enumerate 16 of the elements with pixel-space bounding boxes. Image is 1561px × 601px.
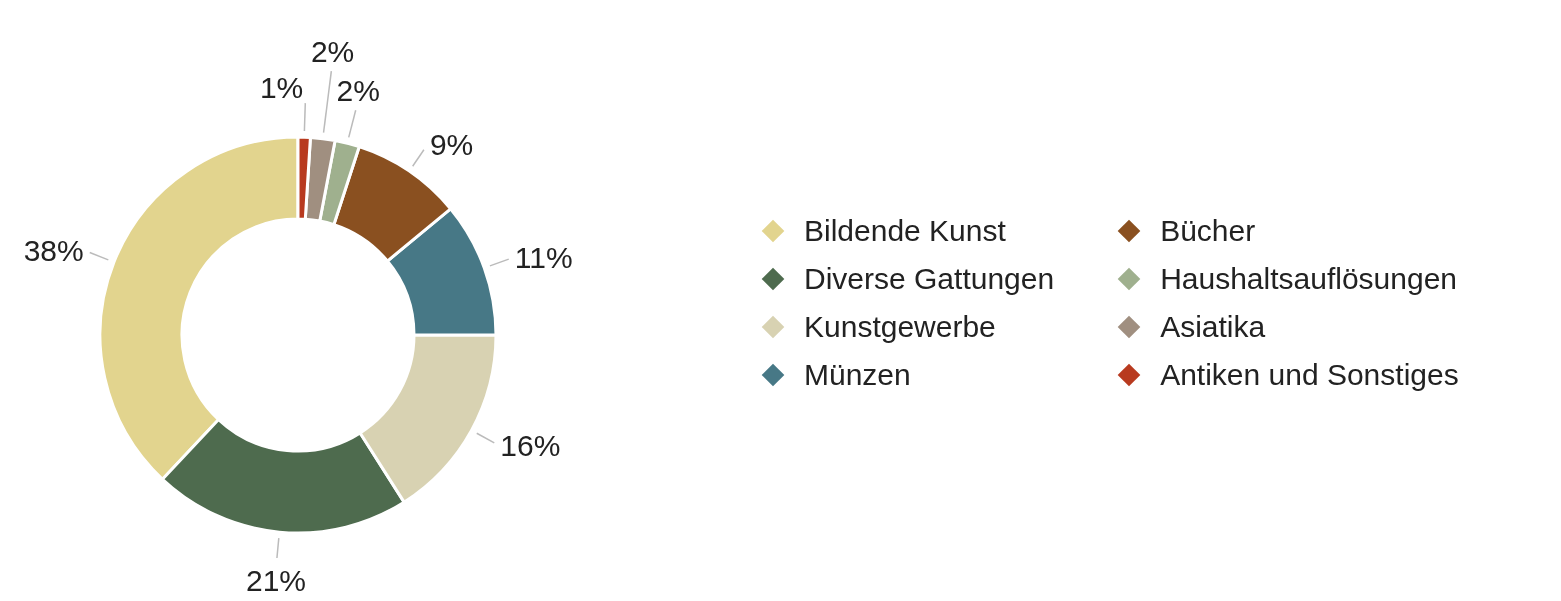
- data-label: 1%: [259, 70, 304, 104]
- data-label: 21%: [245, 563, 306, 597]
- legend-label: Kunstgewerbe: [804, 310, 996, 344]
- data-label: 2%: [336, 73, 380, 107]
- data-label: 11%: [514, 240, 573, 274]
- legend-label: Bildende Kunst: [804, 214, 1006, 248]
- data-label: 9%: [429, 128, 474, 162]
- legend-label: Bücher: [1160, 214, 1256, 248]
- data-label: 38%: [23, 233, 84, 267]
- legend-label: Münzen: [804, 358, 911, 392]
- data-label: 16%: [500, 429, 561, 463]
- data-label: 2%: [310, 34, 355, 68]
- legend-label: Antiken und Sonstiges: [1160, 358, 1459, 392]
- legend-label: Asiatika: [1160, 310, 1266, 344]
- legend-label: Diverse Gattungen: [804, 262, 1055, 296]
- legend-label: Haushaltsauflösungen: [1160, 262, 1458, 296]
